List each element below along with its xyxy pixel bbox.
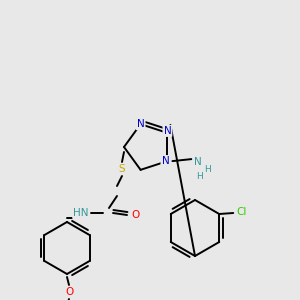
Text: Cl: Cl <box>236 207 246 217</box>
Text: O: O <box>132 210 140 220</box>
Text: O: O <box>65 287 73 297</box>
Text: S: S <box>119 164 125 174</box>
Text: N: N <box>161 156 169 166</box>
Text: N: N <box>164 126 171 136</box>
Text: H: H <box>204 165 211 174</box>
Text: HN: HN <box>73 208 89 218</box>
Text: N: N <box>137 119 145 129</box>
Text: H: H <box>196 172 203 181</box>
Text: N: N <box>194 157 201 167</box>
